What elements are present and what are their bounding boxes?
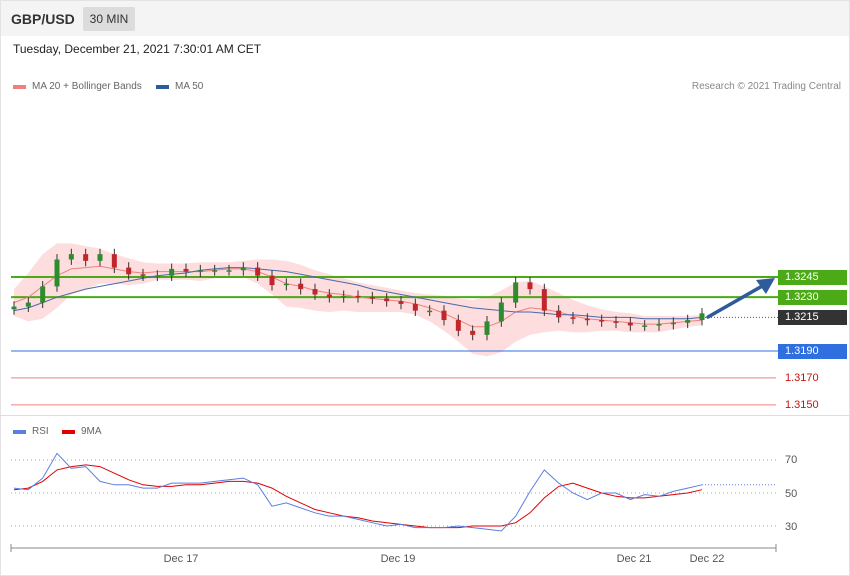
rsi-tick-30: 30: [785, 521, 798, 533]
candle-body: [613, 321, 619, 323]
forecast-arrow-head: [756, 278, 775, 294]
candle-body: [441, 310, 447, 321]
level-tag-resistance1: 1.3230: [778, 290, 847, 305]
x-tick-dec21: Dec 21: [616, 553, 652, 565]
candle-body: [111, 254, 117, 268]
legend-ma20: MA 20 + Bollinger Bands: [13, 81, 142, 92]
candle-body: [341, 295, 347, 298]
candle-body: [642, 325, 648, 327]
x-tick-dec22: Dec 22: [689, 553, 725, 565]
level-label-support2: 1.3170: [785, 372, 819, 384]
rsi-line: [13, 452, 703, 532]
candle-body: [527, 282, 533, 290]
candle-body: [169, 268, 175, 276]
candle-body: [455, 320, 461, 331]
timeframe-button[interactable]: 30 MIN: [83, 7, 135, 31]
level-tag-last-price: 1.3215: [778, 310, 847, 325]
level-label-support3: 1.3150: [785, 399, 819, 411]
level-tag-resistance2: 1.3245: [778, 270, 847, 285]
candle-body: [126, 267, 132, 275]
legend-label-9ma: 9MA: [81, 426, 102, 437]
candle-body: [97, 254, 103, 261]
legend-swatch-9ma: [62, 429, 75, 434]
candle-body: [484, 321, 490, 335]
candle-body: [83, 254, 89, 261]
legend-swatch-rsi: [13, 429, 26, 434]
legend-label-ma20: MA 20 + Bollinger Bands: [32, 81, 142, 92]
candle-body: [40, 286, 46, 303]
rsi-tick-70: 70: [785, 454, 798, 466]
candle-body: [355, 295, 361, 298]
legend-rsi: RSI: [13, 426, 49, 437]
x-tick-dec17: Dec 17: [163, 553, 199, 565]
candle-body: [584, 318, 590, 321]
candle-body: [68, 254, 74, 260]
pair-title: GBP/USD: [11, 11, 75, 27]
rsi-tick-50: 50: [785, 488, 798, 500]
candle-body: [384, 298, 390, 302]
candle-body: [627, 322, 633, 326]
candle-body: [255, 267, 261, 276]
candle-body: [369, 297, 375, 299]
candle-body: [398, 301, 404, 304]
candle-body: [513, 282, 519, 303]
legend-label-ma50: MA 50: [175, 81, 204, 92]
legend-ma50: MA 50: [156, 81, 203, 92]
candle-body: [541, 289, 547, 311]
rsi-9ma-line: [13, 464, 703, 529]
candle-body: [140, 274, 146, 276]
candle-body: [312, 289, 318, 295]
candle-body: [283, 283, 289, 286]
credit-text: Research © 2021 Trading Central: [691, 81, 841, 92]
legend-9ma: 9MA: [62, 426, 102, 437]
panel-divider: [0, 415, 850, 416]
header-bar: GBP/USD 30 MIN: [1, 1, 849, 36]
candle-body: [269, 275, 275, 286]
forecast-arrow-shaft: [706, 283, 766, 319]
candle-body: [298, 283, 304, 290]
timestamp: Tuesday, December 21, 2021 7:30:01 AM CE…: [13, 42, 262, 56]
candle-body: [54, 259, 60, 287]
candle-body: [699, 313, 705, 321]
candle-body: [656, 324, 662, 326]
candle-body: [11, 306, 17, 310]
legend-label-rsi: RSI: [32, 426, 49, 437]
level-tag-support1: 1.3190: [778, 344, 847, 359]
legend-swatch-ma50: [156, 84, 169, 89]
candle-body: [326, 294, 332, 298]
legend-swatch-ma20: [13, 84, 26, 89]
candle-body: [670, 322, 676, 325]
candle-body: [197, 270, 203, 272]
x-tick-dec19: Dec 19: [380, 553, 416, 565]
candle-body: [498, 302, 504, 322]
candle-body: [154, 275, 160, 278]
candle-body: [570, 317, 576, 319]
candle-body: [685, 320, 691, 323]
candle-body: [470, 330, 476, 335]
candle-body: [212, 270, 218, 272]
candle-body: [226, 270, 232, 272]
candle-body: [556, 310, 562, 318]
candle-body: [25, 302, 31, 307]
candle-body: [183, 268, 189, 272]
candle-body: [427, 310, 433, 313]
candle-body: [240, 267, 246, 271]
candle-body: [599, 320, 605, 322]
candle-body: [412, 303, 418, 311]
